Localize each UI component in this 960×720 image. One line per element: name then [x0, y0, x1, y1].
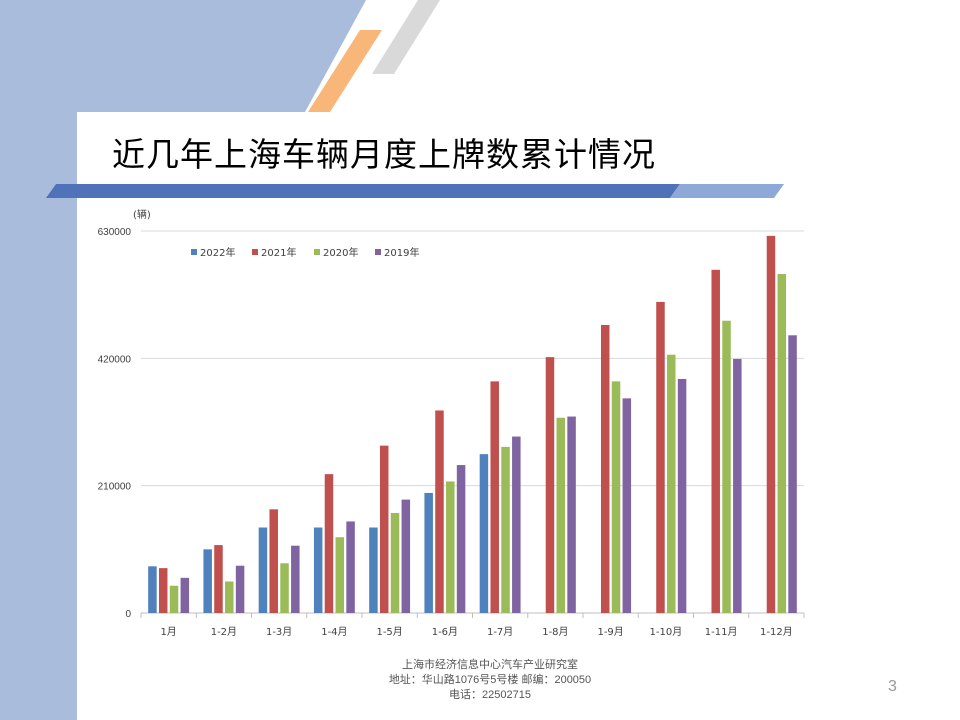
footer-org: 上海市经济信息中心汽车产业研究室 [402, 659, 578, 671]
bar-2021年-1-3月 [269, 509, 278, 613]
bar-2020年-1-12月 [777, 274, 787, 613]
x-tick-label: 1-12月 [760, 626, 793, 638]
legend-swatch-2019年 [375, 249, 381, 255]
legend-label: 2019年 [384, 246, 419, 259]
y-unit-label: (辆) [133, 208, 151, 221]
bar-2021年-1-12月 [766, 235, 776, 613]
bar-2019年-1-4月 [346, 521, 355, 613]
x-tick-label: 1-4月 [321, 626, 347, 638]
bar-2019年-1-8月 [567, 416, 576, 613]
page-number: 3 [888, 678, 897, 695]
x-tick-label: 1月 [160, 626, 176, 638]
legend-swatch-2022年 [191, 249, 197, 255]
x-tick-label: 1-11月 [705, 626, 738, 638]
bar-2021年-1-7月 [490, 381, 499, 613]
bar-2021年-1-10月 [656, 301, 665, 613]
bar-2019年-1-3月 [291, 545, 300, 613]
x-tick-label: 1-7月 [487, 626, 513, 638]
bar-2020年-1-6月 [446, 481, 455, 613]
legend-label: 2022年 [200, 246, 235, 259]
y-tick-label: 630000 [98, 227, 132, 238]
x-tick-label: 1-10月 [650, 626, 683, 638]
bar-2019年-1-12月 [788, 335, 797, 613]
header-decoration [0, 0, 440, 112]
bar-2020年-1-11月 [722, 320, 731, 613]
footer-phone: 电话：22502715 [449, 689, 531, 701]
x-tick-label: 1-8月 [542, 626, 568, 638]
left-decor-band [0, 0, 77, 720]
bar-2019年-1-11月 [733, 358, 742, 613]
bar-2020年-1-2月 [225, 581, 234, 613]
legend-swatch-2021年 [252, 249, 258, 255]
bar-2020年-1-4月 [335, 537, 345, 613]
y-tick-label: 210000 [98, 482, 132, 493]
bar-2022年-1月 [148, 566, 157, 613]
bar-2020年-1-5月 [390, 512, 400, 613]
y-tick-label: 0 [125, 609, 131, 620]
y-tick-label: 420000 [98, 354, 132, 365]
legend-label: 2021年 [261, 246, 296, 259]
bar-2019年-1-6月 [456, 465, 466, 613]
bar-2022年-1-4月 [313, 527, 323, 613]
orange-stripe [308, 30, 382, 112]
bar-2019年-1-7月 [512, 436, 521, 613]
footer-info: 上海市经济信息中心汽车产业研究室 地址：华山路1076号5号楼 邮编：20005… [340, 658, 640, 703]
bar-2021年-1-11月 [711, 269, 720, 613]
header-blue-band [0, 0, 366, 112]
bar-2021年-1月 [158, 568, 168, 613]
bar-2022年-1-5月 [369, 527, 378, 613]
bar-2021年-1-9月 [600, 324, 610, 613]
bar-2020年-1-10月 [667, 354, 676, 613]
bar-2020年-1-8月 [556, 417, 566, 613]
legend-swatch-2020年 [314, 249, 320, 255]
bar-2021年-1-8月 [545, 357, 555, 613]
bar-2021年-1-2月 [214, 545, 223, 613]
bar-2019年-1-2月 [235, 565, 245, 613]
bar-2019年-1月 [180, 577, 190, 613]
bar-2019年-1-10月 [677, 378, 687, 613]
bar-2020年-1-7月 [501, 446, 510, 613]
bar-2022年-1-3月 [258, 527, 268, 613]
x-tick-label: 1-6月 [432, 626, 458, 638]
bar-2020年-1-9月 [611, 381, 621, 613]
title-underline-bar [46, 184, 784, 198]
x-tick-label: 1-5月 [376, 626, 402, 638]
legend-label: 2020年 [323, 246, 358, 259]
bar-2022年-1-2月 [203, 549, 212, 613]
bar-2020年-1月 [169, 585, 179, 613]
x-tick-label: 1-9月 [597, 626, 623, 638]
footer-address: 地址：华山路1076号5号楼 邮编：200050 [388, 674, 592, 686]
bar-2021年-1-5月 [379, 445, 389, 613]
bar-2022年-1-7月 [479, 454, 489, 613]
bar-2021年-1-4月 [324, 474, 334, 613]
bar-2019年-1-9月 [622, 398, 632, 613]
x-tick-label: 1-3月 [266, 626, 292, 638]
bar-2022年-1-6月 [424, 492, 433, 613]
bar-2020年-1-3月 [280, 563, 289, 613]
bar-2021年-1-6月 [435, 410, 444, 613]
slide-title: 近几年上海车辆月度上牌数累计情况 [112, 135, 656, 174]
gray-stripe [372, 0, 440, 74]
x-tick-label: 1-2月 [211, 626, 237, 638]
bar-2019年-1-5月 [401, 499, 411, 613]
